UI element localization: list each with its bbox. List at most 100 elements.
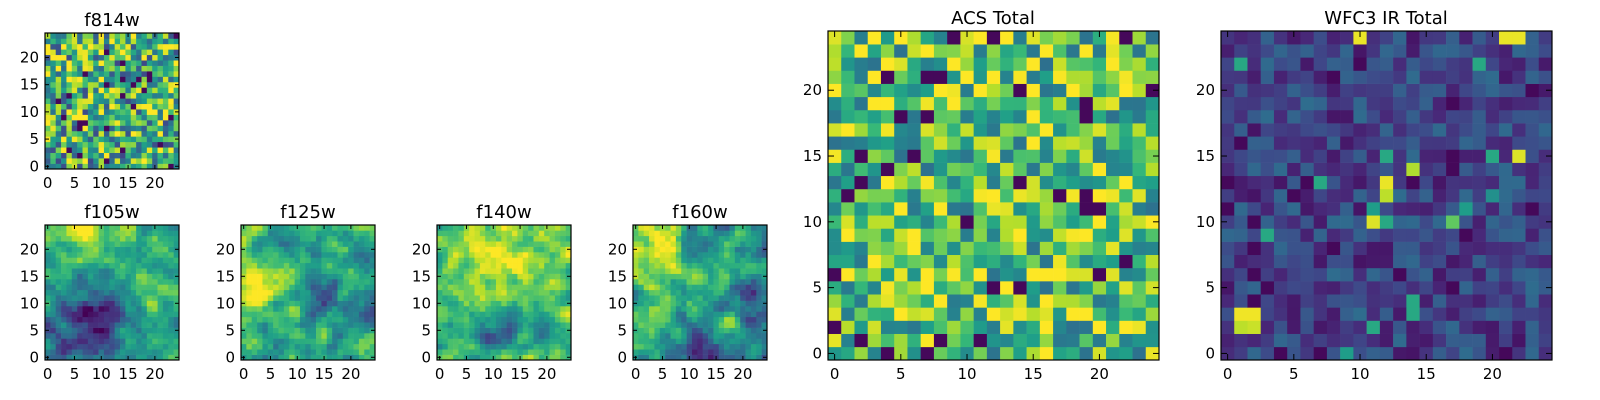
heatmap-cell: [1472, 281, 1487, 295]
heatmap-cell: [713, 306, 720, 312]
heatmap-cell: [316, 252, 322, 258]
heatmap-cell: [55, 120, 62, 126]
heatmap-cell: [55, 306, 62, 312]
heatmap-cell: [273, 343, 279, 350]
heatmap-cell: [485, 354, 491, 361]
heatmap-cell: [960, 149, 974, 163]
x-tick-label: 20: [341, 365, 360, 383]
heatmap-cell: [125, 273, 132, 280]
heatmap-cell: [71, 109, 78, 115]
heatmap-cell: [283, 273, 290, 280]
heatmap-cell: [1446, 96, 1460, 111]
heatmap-cell: [960, 70, 974, 84]
heatmap-cell: [61, 268, 67, 274]
heatmap-cell: [136, 225, 142, 231]
heatmap-cell: [1379, 31, 1394, 45]
heatmap-cell: [1419, 188, 1434, 203]
heatmap-cell: [724, 230, 730, 237]
heatmap-cell: [61, 109, 67, 115]
heatmap-cell: [1079, 320, 1094, 334]
heatmap-cell: [93, 268, 99, 274]
heatmap-cell: [120, 300, 126, 307]
heatmap-cell: [643, 235, 650, 242]
heatmap-cell: [114, 354, 121, 361]
heatmap-cell: [1092, 241, 1107, 256]
heatmap-cell: [1066, 175, 1080, 190]
heatmap-cell: [1221, 96, 1235, 111]
heatmap-cell: [947, 202, 961, 216]
heatmap-cell: [437, 322, 443, 328]
heatmap-cell: [745, 246, 752, 253]
heatmap-cell: [907, 215, 921, 229]
heatmap-cell: [157, 81, 164, 88]
heatmap-cell: [702, 322, 709, 328]
heatmap-cell: [854, 109, 869, 124]
heatmap-cell: [665, 306, 671, 312]
heatmap-cell: [1406, 333, 1420, 348]
heatmap-cell: [1340, 44, 1354, 58]
heatmap-cell: [316, 300, 322, 307]
heatmap-cell: [654, 268, 661, 274]
heatmap-cell: [241, 295, 247, 301]
heatmap-cell: [141, 54, 148, 61]
heatmap-cell: [528, 241, 534, 247]
heatmap-cell: [146, 38, 153, 45]
heatmap-cell: [162, 279, 169, 285]
heatmap-cell: [152, 289, 158, 296]
heatmap-cell: [109, 136, 115, 143]
heatmap-cell: [761, 279, 768, 285]
heatmap-cell: [66, 252, 73, 258]
heatmap-cell: [756, 268, 762, 274]
heatmap-cell: [729, 327, 736, 334]
heatmap-cell: [522, 311, 529, 318]
heatmap-cell: [675, 311, 682, 318]
heatmap-cell: [299, 225, 306, 231]
heatmap-cell: [141, 354, 148, 361]
heatmap-cell: [442, 306, 449, 312]
heatmap-cell: [77, 87, 83, 94]
heatmap-cell: [162, 273, 169, 280]
heatmap-cell: [262, 349, 269, 355]
heatmap-cell: [87, 333, 94, 339]
heatmap-cell: [168, 246, 174, 253]
heatmap-cell: [332, 327, 338, 334]
heatmap-cell: [495, 333, 502, 339]
heatmap-cell: [152, 235, 158, 242]
heatmap-cell: [697, 262, 703, 269]
heatmap-cell: [469, 295, 475, 301]
heatmap-cell: [125, 92, 132, 99]
heatmap-cell: [45, 114, 51, 121]
heatmap-cell: [649, 241, 655, 247]
heatmap-cell: [894, 307, 908, 321]
heatmap-cell: [522, 333, 529, 339]
heatmap-cell: [50, 241, 57, 247]
heatmap-cell: [168, 225, 174, 231]
heatmap-cell: [1234, 57, 1248, 71]
heatmap-cell: [675, 322, 682, 328]
heatmap-cell: [447, 252, 454, 258]
heatmap-cell: [257, 257, 263, 264]
heatmap-cell: [173, 71, 180, 77]
heatmap-cell: [1221, 162, 1235, 177]
heatmap-cell: [681, 235, 687, 242]
heatmap-cell: [50, 120, 57, 126]
heatmap-cell: [453, 316, 459, 323]
heatmap-cell: [1053, 44, 1067, 58]
heatmap-cell: [442, 262, 449, 269]
heatmap-cell: [633, 230, 639, 237]
heatmap-cell: [920, 162, 935, 177]
heatmap-cell: [691, 343, 698, 350]
heatmap-cell: [141, 130, 148, 137]
heatmap-cell: [1132, 136, 1147, 150]
heatmap-cell: [512, 338, 518, 345]
heatmap-cell: [549, 268, 556, 274]
heatmap-cell: [369, 230, 376, 237]
heatmap-cell: [71, 343, 78, 350]
heatmap-cell: [1287, 241, 1301, 256]
heatmap-cell: [251, 257, 258, 264]
heatmap-cell: [55, 295, 62, 301]
heatmap-cell: [740, 262, 746, 269]
heatmap-cell: [1026, 346, 1041, 361]
heatmap-cell: [1221, 346, 1235, 361]
heatmap-cell: [162, 141, 169, 148]
